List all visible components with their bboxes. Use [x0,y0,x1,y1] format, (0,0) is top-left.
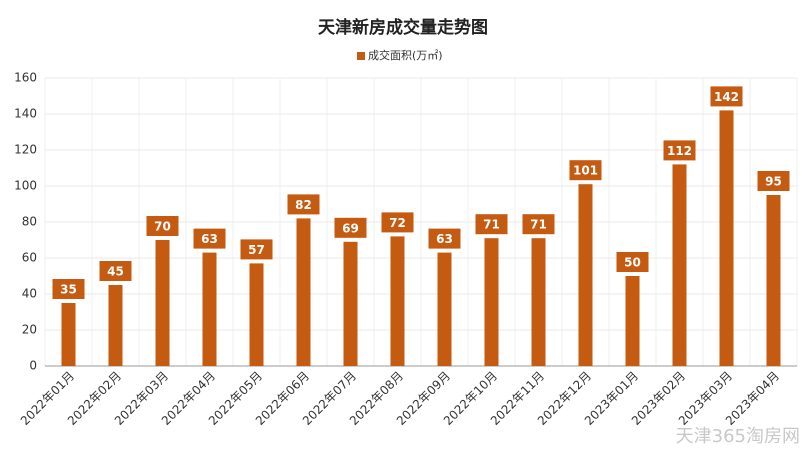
bar [202,252,217,366]
data-label: 35 [60,283,77,297]
data-label: 63 [436,232,453,246]
bar [296,218,311,366]
data-label: 45 [107,265,124,279]
y-tick-label: 0 [29,359,37,373]
data-label-box [616,252,649,272]
data-label: 63 [201,232,218,246]
legend-label: 成交面积(万㎡) [368,48,443,62]
data-label: 71 [483,218,500,232]
data-label-box [475,214,508,235]
data-label: 72 [389,216,406,230]
data-label-box [99,261,132,281]
data-label-box [710,86,743,107]
y-tick-label: 140 [14,107,37,121]
y-tick-label: 160 [14,71,37,85]
bar [484,238,499,366]
data-label: 57 [248,243,265,257]
bar [766,195,781,366]
bar [343,241,358,366]
bar [625,276,640,366]
data-label-box [522,214,555,235]
data-label-box [146,216,179,236]
data-label: 71 [530,218,547,232]
bar [578,184,593,366]
y-tick-label: 20 [22,323,37,337]
data-label: 142 [714,90,739,104]
data-label-box [757,171,790,191]
data-label: 50 [624,256,641,270]
y-tick-label: 80 [22,215,37,229]
data-label-box [52,279,85,299]
watermark: 天津365淘房网 [676,426,800,447]
data-label-box [663,140,696,161]
bar [155,240,170,366]
data-label: 82 [295,198,312,212]
bar [108,285,123,366]
bar [249,263,264,366]
y-tick-label: 40 [22,287,37,301]
y-tick-label: 100 [14,179,37,193]
bar [531,238,546,366]
data-label: 95 [765,175,782,189]
data-label: 70 [154,220,171,234]
chart-title: 天津新房成交量走势图 [318,17,488,38]
data-label-box [240,239,273,260]
bar [672,164,687,366]
bar [61,303,76,366]
bar [719,110,734,367]
bar [437,252,452,366]
bar [390,236,405,366]
y-tick-label: 60 [22,251,37,265]
data-label: 112 [667,144,692,158]
legend-swatch [357,52,365,60]
data-label: 69 [342,221,359,235]
data-label-box [428,228,461,249]
data-label-box [569,160,602,181]
data-label-box [381,212,414,233]
data-label-box [193,228,226,249]
y-tick-label: 120 [14,143,37,157]
data-label-box [287,194,320,215]
data-label: 101 [573,164,598,178]
data-label-box [334,217,367,238]
